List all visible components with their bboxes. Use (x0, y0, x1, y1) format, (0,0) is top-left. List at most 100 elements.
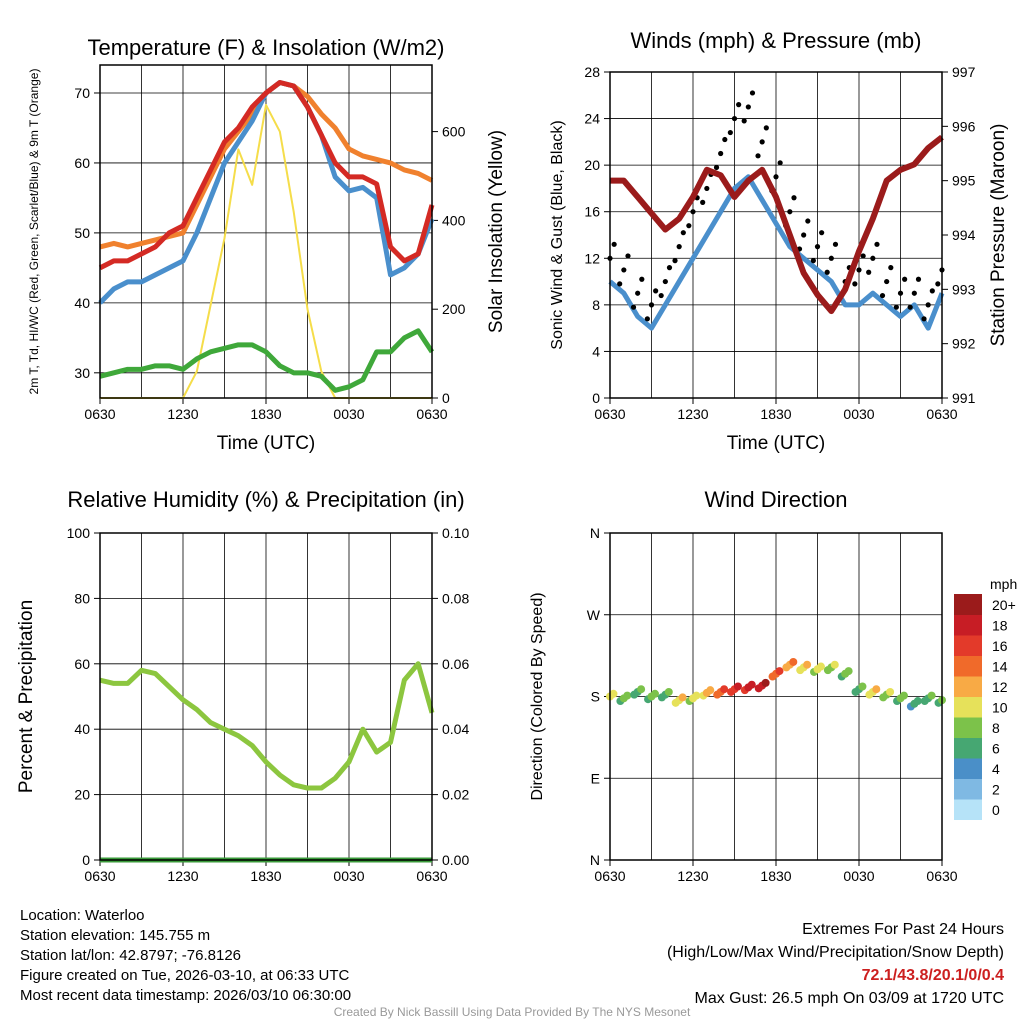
direction-point (816, 662, 825, 671)
gust-point (666, 265, 673, 271)
colorbar-title: mph (990, 576, 1017, 592)
colorbar-label: 8 (992, 720, 1000, 736)
direction-point (913, 697, 922, 706)
gust-point (713, 164, 720, 171)
colorbar-label: 20+ (992, 597, 1016, 613)
plot-frame (609, 71, 943, 399)
gust-point (879, 292, 886, 299)
y-axis-label: Percent & Precipitation (16, 600, 37, 793)
station-info: Location: Waterloo Station elevation: 14… (20, 906, 351, 1006)
colorbar-label: 14 (992, 659, 1008, 675)
gust-point (819, 230, 825, 236)
x-tick-label: 0030 (843, 868, 874, 884)
gust-point (731, 115, 738, 122)
colorbar-swatch (954, 594, 982, 615)
x-tick-label: 0630 (84, 406, 115, 422)
gust-point (828, 255, 834, 261)
y-tick-label: 28 (584, 64, 600, 80)
x-tick-label: 0630 (594, 406, 625, 422)
gust-point (676, 244, 682, 250)
series-station-pressure (610, 134, 944, 315)
y-tick-label: 20 (74, 787, 90, 803)
x-tick-label: 1830 (250, 406, 281, 422)
direction-point (664, 687, 673, 696)
gust-point (787, 209, 793, 215)
gust-point (686, 223, 692, 229)
extremes-values: 72.1/43.8/20.1/0/0.4 (861, 967, 1004, 984)
y-tick-label: 0 (592, 390, 600, 406)
direction-point (886, 687, 895, 696)
gust-point (874, 241, 880, 247)
x-tick-label: 0030 (333, 406, 364, 422)
x-tick-label: 0030 (333, 868, 364, 884)
y-tick-label: 16 (584, 204, 600, 220)
gust-point (893, 304, 899, 310)
credit: Created By Nick Bassill Using Data Provi… (333, 1005, 691, 1019)
gust-point (630, 304, 637, 310)
colorbar-swatch (954, 758, 982, 779)
gust-point (805, 218, 811, 224)
x-tick-label: 0030 (843, 406, 874, 422)
direction-point (733, 682, 742, 691)
extremes-subtitle: (High/Low/Max Wind/Precipitation/Snow De… (666, 944, 1004, 961)
y-tick-label: 50 (74, 225, 90, 241)
y-tick-label: W (587, 607, 601, 623)
series-relative-humidity (99, 661, 435, 791)
colorbar-swatch (954, 655, 982, 677)
x-tick-label: 0630 (416, 868, 447, 884)
created: Figure created on Tue, 2026-03-10, at 06… (20, 967, 350, 984)
colorbar-swatch (954, 778, 982, 800)
y2-tick-label: 0.02 (442, 787, 469, 803)
x-tick-label: 0630 (594, 868, 625, 884)
gust-point (648, 302, 655, 308)
y-tick-label: 70 (74, 85, 90, 101)
y-tick-label: E (591, 770, 600, 786)
x-tick-label: 1830 (760, 406, 791, 422)
y2-tick-label: 0 (442, 390, 450, 406)
colorbar-swatch (954, 696, 982, 718)
gust-point (777, 160, 783, 166)
gust-point (870, 255, 876, 261)
y2-tick-label: 0.08 (442, 590, 469, 606)
gust-point (884, 278, 890, 285)
max-gust: Max Gust: 26.5 mph On 03/09 at 1720 UTC (694, 990, 1005, 1007)
chart-title: Relative Humidity (%) & Precipitation (i… (67, 487, 464, 512)
y-tick-label: 40 (74, 295, 90, 311)
y-tick-label: 60 (74, 656, 90, 672)
gust-point (644, 316, 650, 322)
gust-point (718, 150, 724, 157)
gust-point (625, 253, 631, 259)
chart-panel-1: Temperature (F) & Insolation (W/m2) 30 40 5… (27, 35, 507, 454)
y-tick-label: N (590, 525, 600, 541)
y-tick-label: 20 (584, 157, 600, 173)
colorbar-label: 18 (992, 618, 1008, 634)
direction-point (637, 685, 646, 694)
y-tick-label: S (591, 689, 600, 705)
gust-point (832, 241, 839, 247)
gust-point (611, 241, 617, 247)
x-tick-label: 1830 (760, 868, 791, 884)
y-tick-label: 80 (74, 590, 90, 606)
gust-point (935, 281, 941, 287)
y-axis-label: Sonic Wind & Gust (Blue, Black) (549, 120, 566, 349)
gust-point (704, 185, 710, 192)
gust-point (852, 281, 858, 287)
gust-point (722, 136, 728, 143)
gust-point (639, 276, 645, 282)
y-tick-label: 12 (584, 250, 600, 266)
direction-point (803, 660, 812, 669)
gust-point (824, 269, 830, 275)
gust-point (621, 267, 627, 273)
plot-frame (609, 532, 943, 861)
direction-point (623, 691, 632, 700)
gust-point (741, 118, 747, 124)
gust-point (921, 316, 927, 322)
direction-point (692, 691, 701, 700)
gust-point (902, 276, 908, 282)
gust-point (690, 209, 696, 215)
colorbar-label: 4 (992, 761, 1000, 777)
direction-point (789, 657, 798, 666)
